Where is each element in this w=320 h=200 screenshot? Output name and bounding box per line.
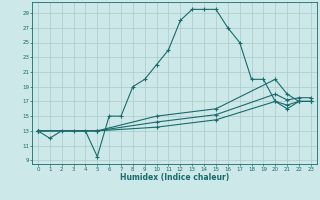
X-axis label: Humidex (Indice chaleur): Humidex (Indice chaleur): [120, 173, 229, 182]
